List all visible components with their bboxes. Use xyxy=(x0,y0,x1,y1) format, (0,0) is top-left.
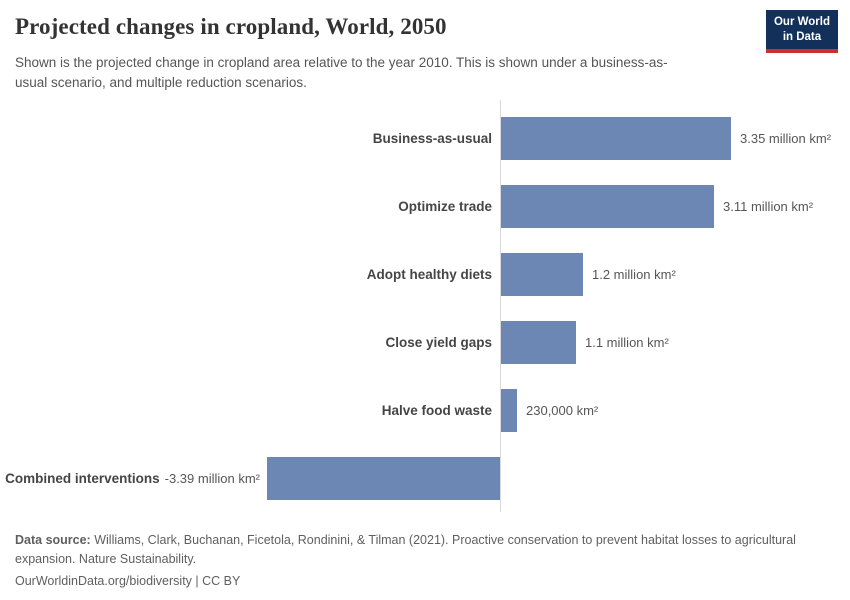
value-label: 3.35 million km² xyxy=(740,131,832,146)
data-source-label: Data source: xyxy=(15,533,91,547)
page-title: Projected changes in cropland, World, 20… xyxy=(15,14,447,39)
chart-bar[interactable] xyxy=(501,389,517,432)
chart-subtitle: Shown is the projected change in croplan… xyxy=(15,55,668,91)
bar-chart-area: Business-as-usual 3.35 million km² Optimiz… xyxy=(0,100,850,512)
value-label: 230,000 km² xyxy=(526,403,599,418)
owid-logo-line1: Our World xyxy=(773,16,830,28)
category-label: Optimize trade xyxy=(398,199,492,214)
zero-axis-line xyxy=(500,100,501,512)
category-and-value-label: Combined interventions -3.39 million km² xyxy=(5,457,260,500)
owid-logo[interactable]: Our World in Data xyxy=(765,10,838,53)
category-label: Business-as-usual xyxy=(372,131,492,146)
chart-bar[interactable] xyxy=(501,185,714,228)
data-source-text: Williams, Clark, Buchanan, Ficetola, Ron… xyxy=(15,533,796,567)
category-label: Halve food waste xyxy=(381,403,492,418)
chart-footer: Data source: Williams, Clark, Buchanan, … xyxy=(15,531,827,591)
category-label: Combined interventions xyxy=(5,471,160,486)
data-source-note: Data source: Williams, Clark, Buchanan, … xyxy=(15,531,827,570)
category-label: Close yield gaps xyxy=(385,335,492,350)
value-label: 3.11 million km² xyxy=(723,199,814,214)
chart-bar[interactable] xyxy=(501,253,583,296)
value-label: -3.39 million km² xyxy=(164,471,260,486)
category-label: Adopt healthy diets xyxy=(366,267,492,282)
chart-bar[interactable] xyxy=(501,117,731,160)
value-label: 1.2 million km² xyxy=(592,267,676,282)
footer-link[interactable]: OurWorldinData.org/biodiversity | CC BY xyxy=(15,573,241,588)
chart-bar[interactable] xyxy=(267,457,500,500)
value-label: 1.1 million km² xyxy=(585,335,669,350)
chart-bar[interactable] xyxy=(501,321,576,364)
owid-logo-line2: in Data xyxy=(782,30,822,43)
